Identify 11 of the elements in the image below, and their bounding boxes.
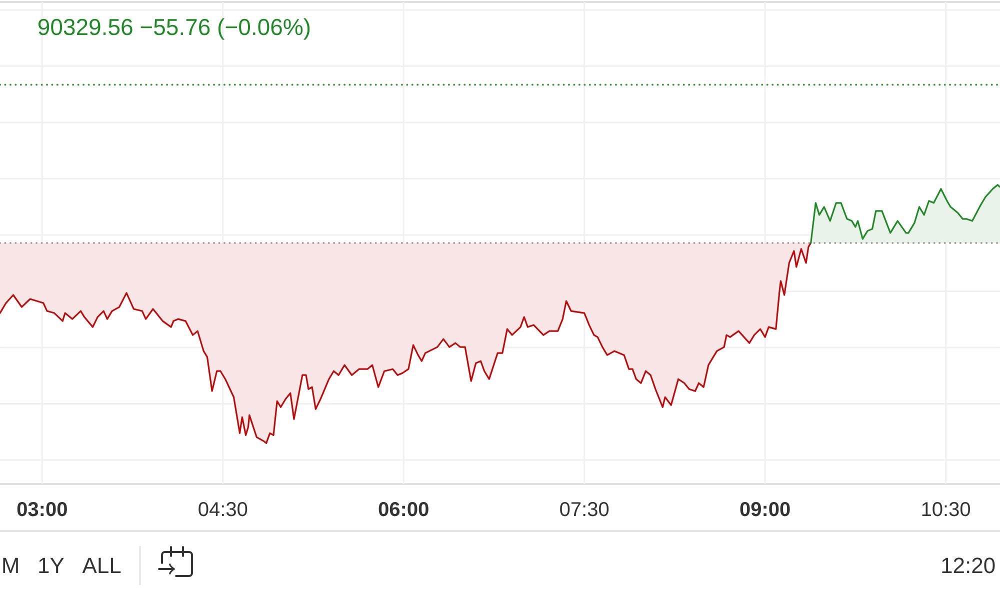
- chart-title: 90329.56 −55.76 (−0.06%): [38, 18, 310, 40]
- x-tick-label: 03:00: [17, 502, 67, 516]
- x-tick-label: 04:30: [198, 502, 248, 516]
- x-tick-label: 07:30: [560, 502, 609, 516]
- text: 1Y: [39, 558, 64, 573]
- text: 12:20: [942, 558, 995, 574]
- x-tick-label: 09:00: [740, 502, 790, 516]
- x-tick-label: 10:30: [922, 502, 970, 516]
- text: ALL: [82, 558, 121, 573]
- text: M: [3, 558, 18, 573]
- x-tick-label: 06:00: [378, 502, 428, 516]
